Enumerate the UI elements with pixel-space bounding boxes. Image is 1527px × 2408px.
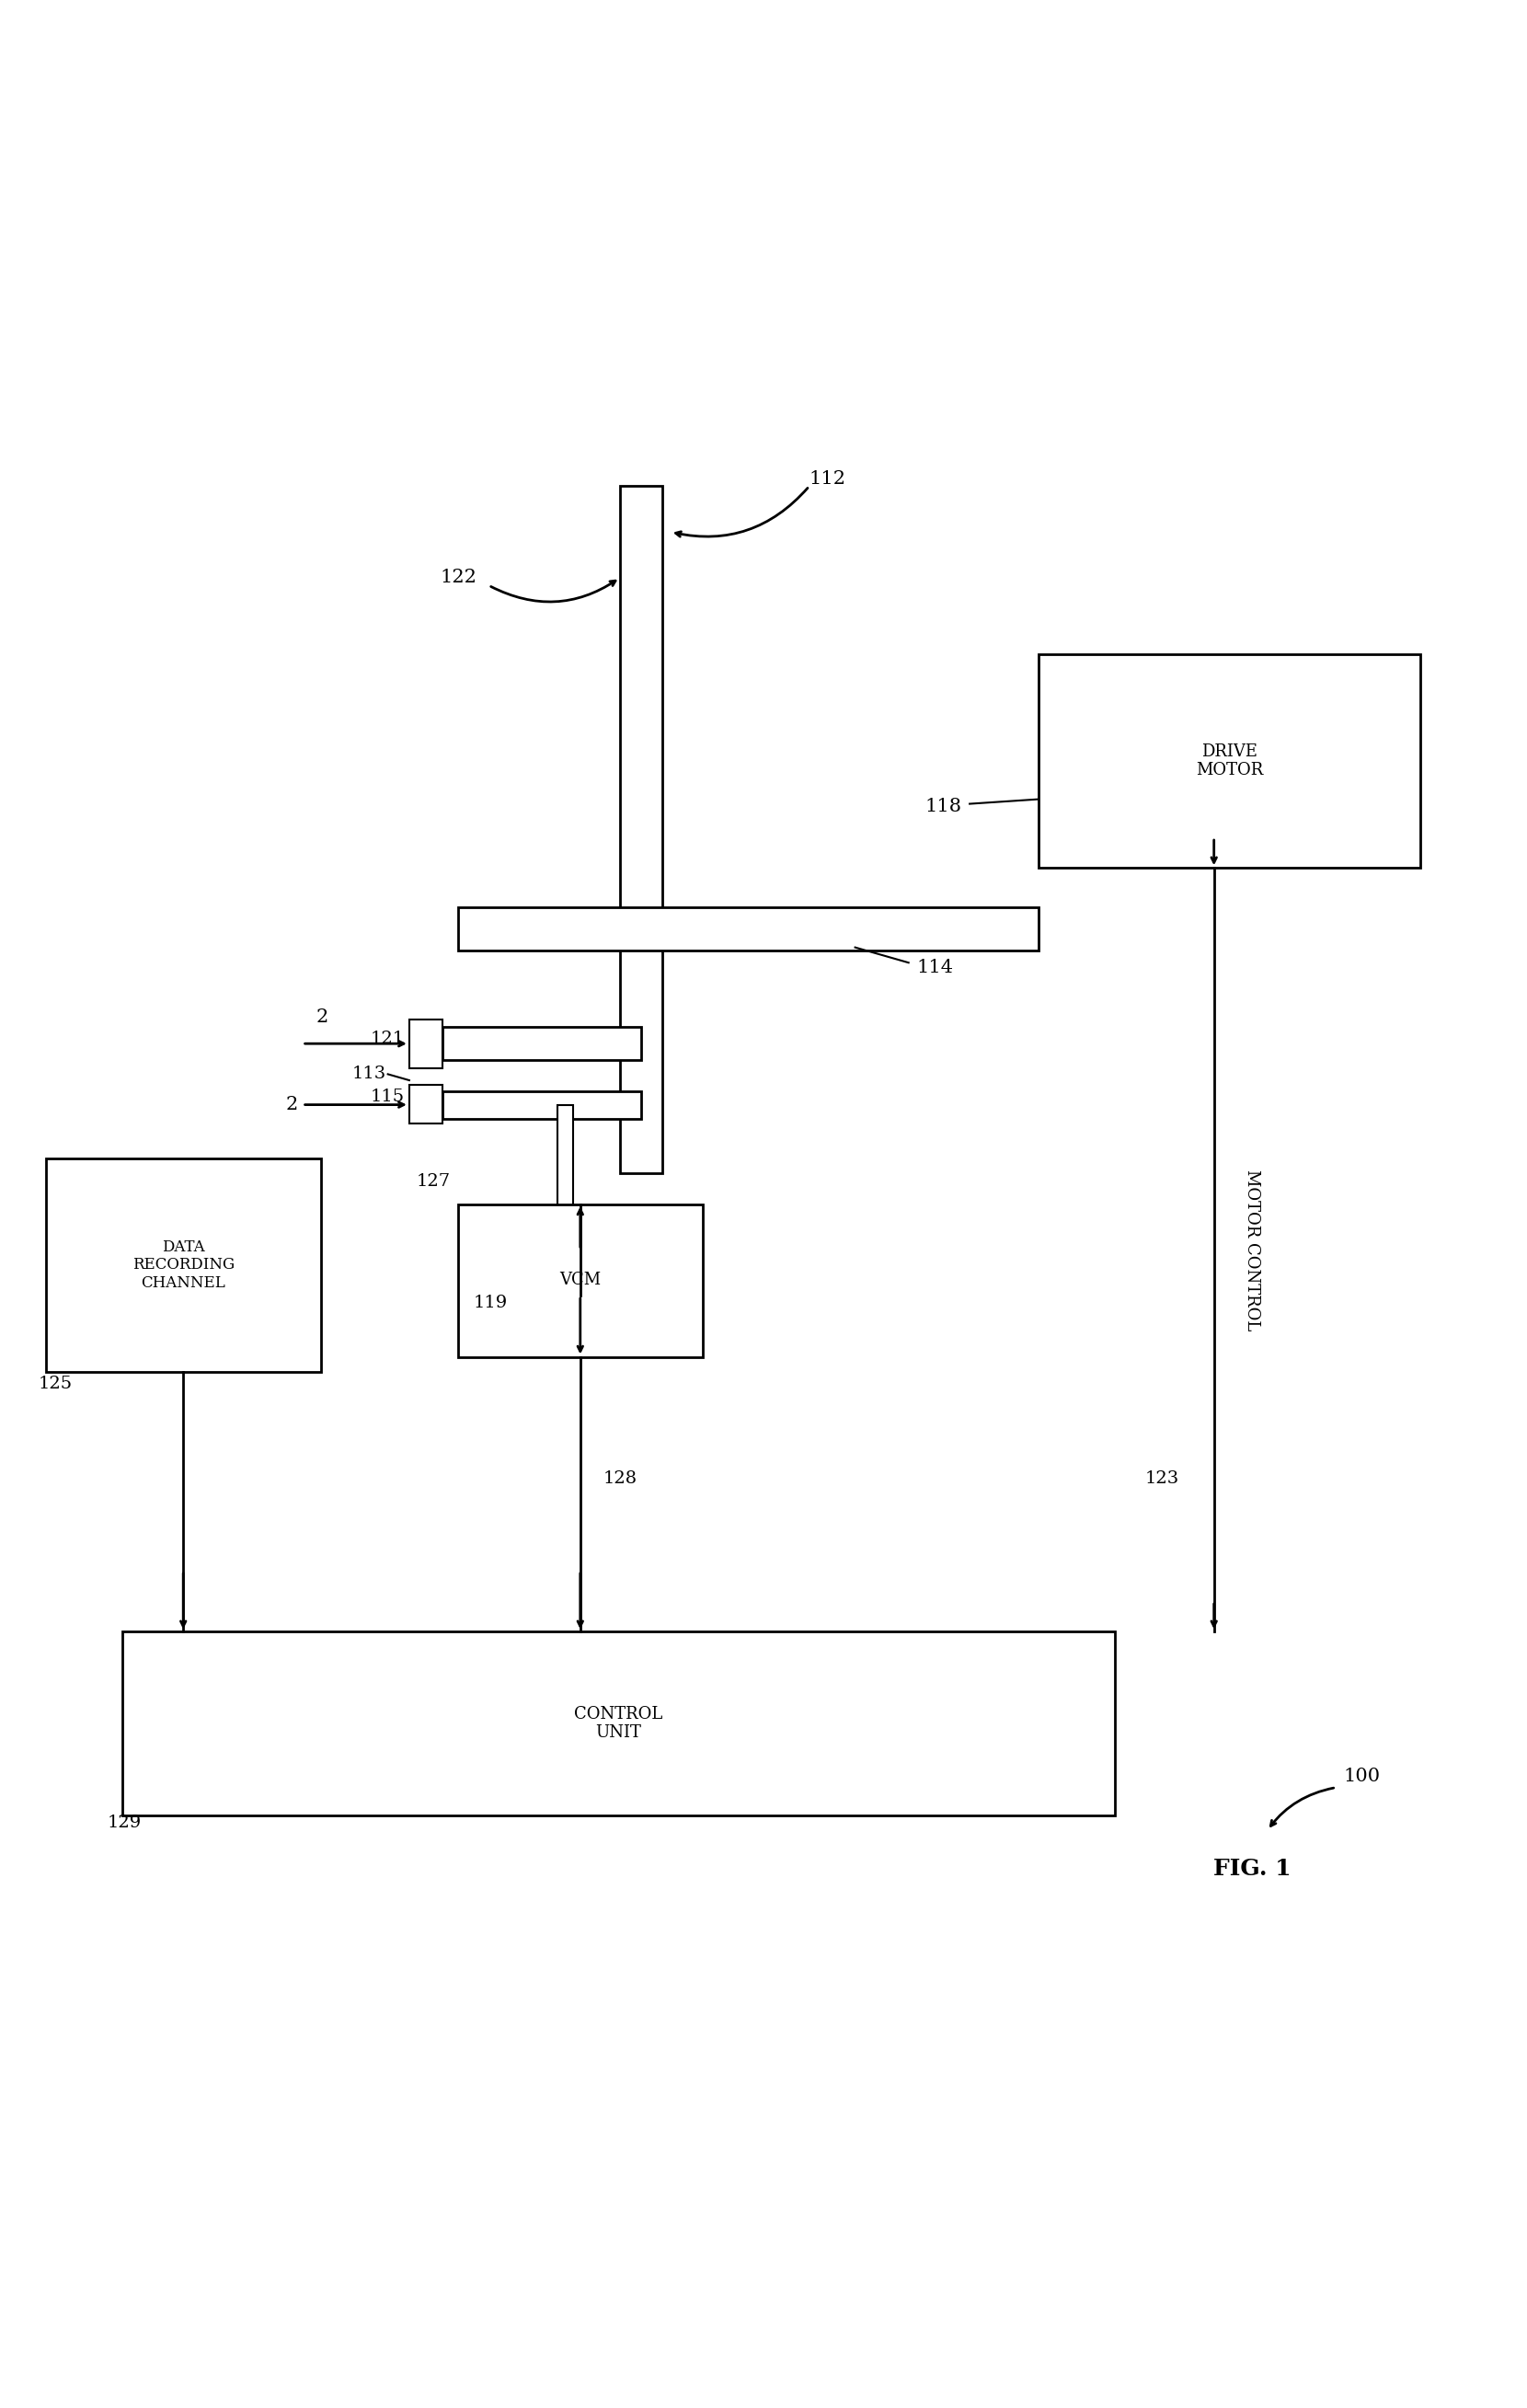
Text: 113: 113 [353,1067,386,1084]
Bar [122,1633,1115,1816]
Text: DATA
RECORDING
CHANNEL: DATA RECORDING CHANNEL [133,1240,234,1291]
Text: 100: 100 [1344,1767,1380,1784]
Bar [557,1105,573,1296]
Text: VCM: VCM [559,1271,602,1288]
Text: 114: 114 [916,958,953,975]
Text: MOTOR CONTROL: MOTOR CONTROL [1245,1170,1260,1332]
Text: 123: 123 [1145,1471,1179,1488]
Text: 121: 121 [371,1031,405,1047]
Bar [443,1091,641,1117]
Text: 119: 119 [473,1296,507,1312]
Text: 129: 129 [107,1813,140,1830]
Text: 128: 128 [603,1471,637,1488]
Text: CONTROL
UNIT: CONTROL UNIT [574,1705,663,1741]
Bar [458,908,1038,951]
Text: 122: 122 [440,568,476,588]
Text: 115: 115 [371,1088,405,1105]
Text: DRIVE
MOTOR: DRIVE MOTOR [1196,744,1263,778]
Text: 127: 127 [417,1173,450,1190]
Text: 2: 2 [286,1096,298,1112]
Bar [620,486,663,1173]
Bar [458,1204,702,1356]
Text: FIG. 1: FIG. 1 [1214,1857,1290,1881]
Text: 112: 112 [809,470,846,486]
Bar [409,1086,443,1122]
Bar [443,1026,641,1060]
Bar [46,1158,321,1373]
Text: 125: 125 [38,1375,72,1392]
Text: 2: 2 [316,1009,328,1026]
Text: 118: 118 [925,797,962,816]
Bar [1038,655,1420,867]
Bar [409,1019,443,1069]
